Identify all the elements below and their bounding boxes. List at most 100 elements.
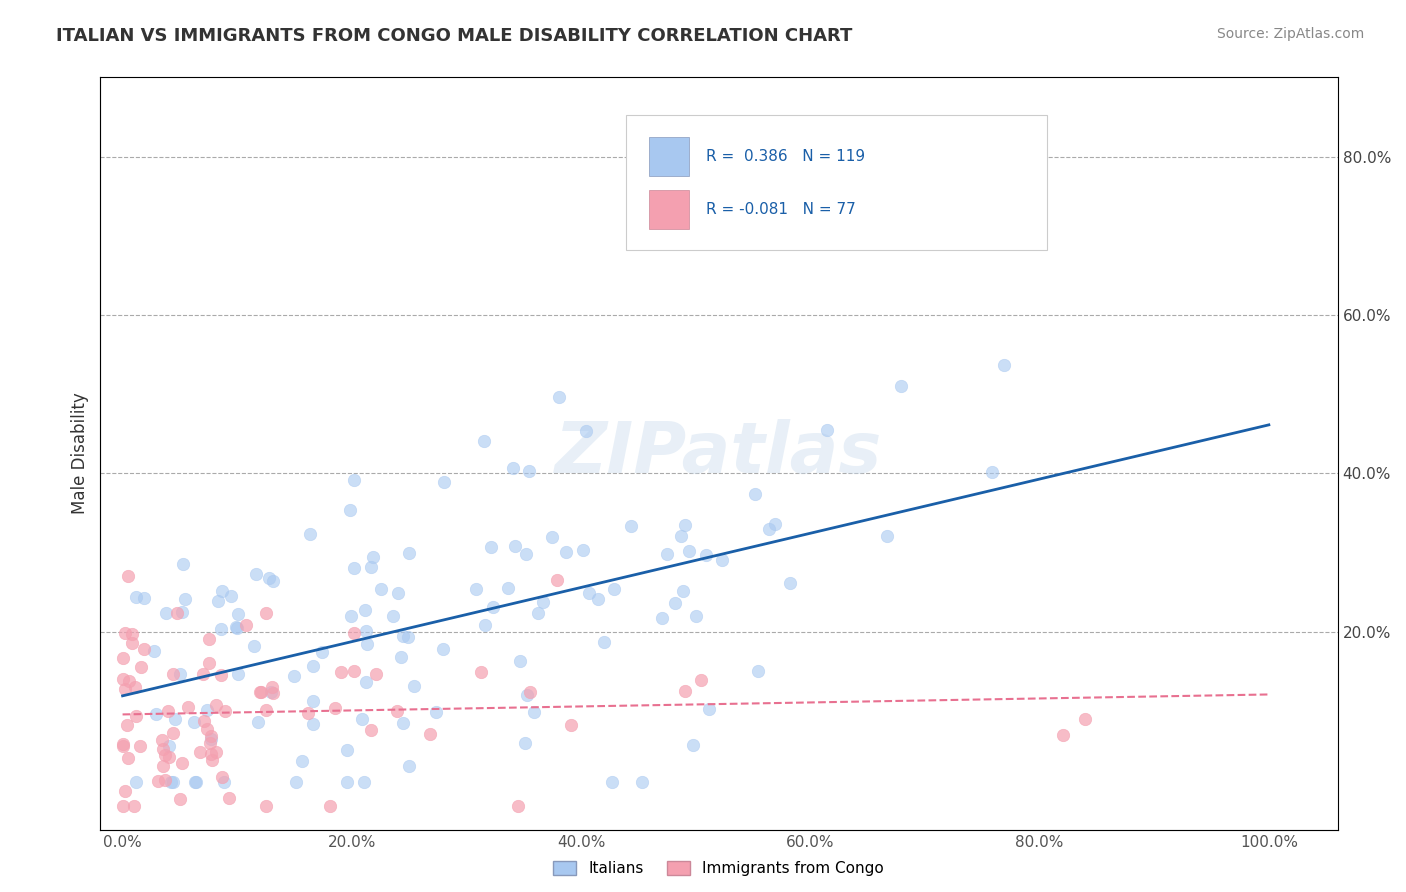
Immigrants from Congo bbox=[162, 667, 184, 681]
Italians bbox=[523, 705, 546, 719]
Immigrants from Congo bbox=[129, 660, 152, 674]
Italians bbox=[183, 715, 205, 730]
Italians bbox=[554, 545, 576, 559]
Italians bbox=[600, 775, 623, 789]
Immigrants from Congo bbox=[205, 745, 228, 759]
Italians bbox=[165, 712, 187, 726]
Italians bbox=[353, 603, 375, 617]
Italians bbox=[472, 434, 495, 448]
Immigrants from Congo bbox=[560, 718, 582, 732]
Italians bbox=[496, 582, 519, 596]
Immigrants from Congo bbox=[218, 790, 240, 805]
Italians bbox=[291, 754, 314, 768]
Immigrants from Congo bbox=[117, 569, 139, 583]
Text: R =  0.386   N = 119: R = 0.386 N = 119 bbox=[706, 149, 865, 164]
Immigrants from Congo bbox=[124, 799, 146, 814]
FancyBboxPatch shape bbox=[650, 189, 689, 228]
Italians bbox=[361, 549, 384, 564]
Immigrants from Congo bbox=[360, 723, 382, 737]
Italians bbox=[370, 582, 392, 597]
Immigrants from Congo bbox=[111, 739, 134, 753]
Italians bbox=[779, 575, 801, 590]
Italians bbox=[302, 694, 325, 708]
Immigrants from Congo bbox=[118, 673, 141, 688]
Immigrants from Congo bbox=[169, 792, 191, 806]
Immigrants from Congo bbox=[214, 704, 236, 718]
Italians bbox=[336, 743, 359, 757]
Immigrants from Congo bbox=[153, 773, 176, 788]
FancyBboxPatch shape bbox=[650, 136, 689, 176]
Italians bbox=[343, 473, 366, 487]
Immigrants from Congo bbox=[675, 684, 697, 698]
Text: Source: ZipAtlas.com: Source: ZipAtlas.com bbox=[1216, 27, 1364, 41]
Italians bbox=[243, 639, 266, 653]
Immigrants from Congo bbox=[330, 665, 353, 680]
Immigrants from Congo bbox=[297, 706, 319, 720]
Italians bbox=[593, 635, 616, 649]
Italians bbox=[474, 618, 496, 632]
Italians bbox=[211, 584, 233, 599]
Immigrants from Congo bbox=[166, 606, 188, 620]
Immigrants from Congo bbox=[209, 668, 232, 682]
Italians bbox=[356, 624, 378, 639]
Italians bbox=[571, 542, 593, 557]
Italians bbox=[517, 464, 540, 478]
Text: ZIPatlas: ZIPatlas bbox=[555, 419, 883, 488]
Italians bbox=[396, 630, 419, 644]
Italians bbox=[672, 583, 695, 598]
Immigrants from Congo bbox=[385, 705, 408, 719]
Italians bbox=[516, 688, 538, 702]
Immigrants from Congo bbox=[114, 681, 136, 696]
Immigrants from Congo bbox=[125, 709, 148, 723]
Italians bbox=[184, 775, 207, 789]
Y-axis label: Male Disability: Male Disability bbox=[72, 392, 89, 515]
Italians bbox=[547, 390, 569, 404]
Italians bbox=[342, 561, 364, 575]
Italians bbox=[219, 589, 242, 603]
Immigrants from Congo bbox=[172, 756, 194, 770]
Italians bbox=[404, 679, 426, 693]
Immigrants from Congo bbox=[112, 799, 135, 814]
Italians bbox=[387, 585, 409, 599]
Italians bbox=[125, 590, 148, 604]
Immigrants from Congo bbox=[343, 626, 366, 640]
Italians bbox=[876, 529, 898, 543]
Immigrants from Congo bbox=[211, 770, 233, 784]
Italians bbox=[513, 736, 536, 750]
Immigrants from Congo bbox=[546, 573, 568, 587]
Italians bbox=[353, 775, 375, 789]
Immigrants from Congo bbox=[111, 737, 134, 751]
Italians bbox=[302, 716, 325, 731]
FancyBboxPatch shape bbox=[626, 115, 1046, 251]
Italians bbox=[155, 606, 177, 620]
Immigrants from Congo bbox=[198, 736, 221, 750]
Italians bbox=[207, 594, 229, 608]
Italians bbox=[172, 557, 194, 571]
Italians bbox=[619, 518, 641, 533]
Italians bbox=[392, 629, 415, 643]
Italians bbox=[246, 714, 269, 729]
Italians bbox=[432, 641, 454, 656]
Italians bbox=[212, 775, 235, 789]
Italians bbox=[184, 775, 207, 789]
Italians bbox=[526, 606, 548, 620]
Immigrants from Congo bbox=[254, 606, 277, 620]
Italians bbox=[226, 667, 249, 681]
Immigrants from Congo bbox=[200, 729, 222, 743]
Italians bbox=[678, 543, 700, 558]
Italians bbox=[226, 607, 249, 622]
Immigrants from Congo bbox=[200, 747, 222, 761]
Immigrants from Congo bbox=[470, 665, 492, 679]
Italians bbox=[630, 775, 652, 789]
Immigrants from Congo bbox=[121, 626, 143, 640]
Immigrants from Congo bbox=[262, 681, 284, 695]
Immigrants from Congo bbox=[148, 774, 170, 789]
Italians bbox=[195, 703, 218, 717]
Immigrants from Congo bbox=[115, 717, 138, 731]
Immigrants from Congo bbox=[343, 664, 366, 678]
Immigrants from Congo bbox=[254, 703, 277, 717]
Italians bbox=[815, 423, 838, 437]
Immigrants from Congo bbox=[121, 635, 143, 649]
Italians bbox=[669, 528, 692, 542]
Italians bbox=[673, 517, 696, 532]
